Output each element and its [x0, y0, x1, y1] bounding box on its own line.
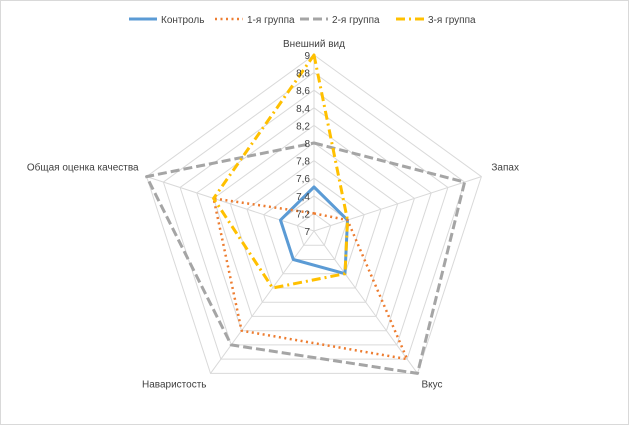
grid-spoke	[313, 230, 418, 374]
axis-label: Вкус	[422, 379, 443, 390]
tick-label: 7,4	[296, 192, 310, 203]
grid-ring	[213, 124, 415, 317]
grid-spoke	[210, 230, 315, 374]
axis-label: Общая оценка качества	[27, 162, 139, 174]
tick-label: 7	[304, 227, 310, 238]
axis-label: Запах	[491, 163, 519, 174]
axis-labels: Внешний вид Запах Вкус Наваристость Общая оц…	[27, 39, 519, 390]
axis-label: Внешний вид	[283, 39, 345, 50]
radar-series	[145, 53, 467, 375]
radar-grid	[146, 54, 482, 374]
grid-spoke	[313, 176, 482, 232]
tick-label: 8,2	[296, 121, 310, 132]
grid-spoke	[146, 176, 315, 232]
tick-label: 7,6	[296, 174, 310, 185]
tick-label: 8	[304, 139, 310, 150]
tick-label: 7,8	[296, 157, 310, 168]
grid-ring	[229, 142, 399, 303]
tick-label: 8,4	[296, 104, 310, 115]
grid-ring	[179, 89, 449, 346]
tick-labels: 7 7,2 7,4 7,6 7,8 8 8,2 8,4 8,6 8,8 9	[296, 51, 310, 238]
grid-ring	[263, 177, 365, 275]
grid-ring	[196, 107, 432, 332]
legend-label: 3-я группа	[428, 15, 476, 26]
tick-label: 8,6	[296, 86, 310, 97]
grid-ring	[246, 159, 382, 289]
series-line	[279, 185, 349, 276]
grid-ring	[296, 212, 332, 246]
legend-label: 1-я группа	[247, 15, 295, 26]
tick-label: 8,8	[296, 69, 310, 80]
axis-label: Наваристость	[142, 379, 207, 390]
series-line	[145, 141, 467, 375]
legend-label: Контроль	[161, 15, 204, 26]
series-line	[212, 53, 349, 290]
tick-label: 9	[304, 51, 310, 62]
series-line	[212, 197, 409, 361]
legend: Контроль 1-я группа 2-я группа 3-я группа	[129, 15, 476, 26]
tick-label: 7,2	[296, 209, 310, 220]
legend-label: 2-я группа	[332, 15, 380, 26]
grid-ring	[146, 54, 482, 374]
grid-ring	[162, 71, 466, 360]
